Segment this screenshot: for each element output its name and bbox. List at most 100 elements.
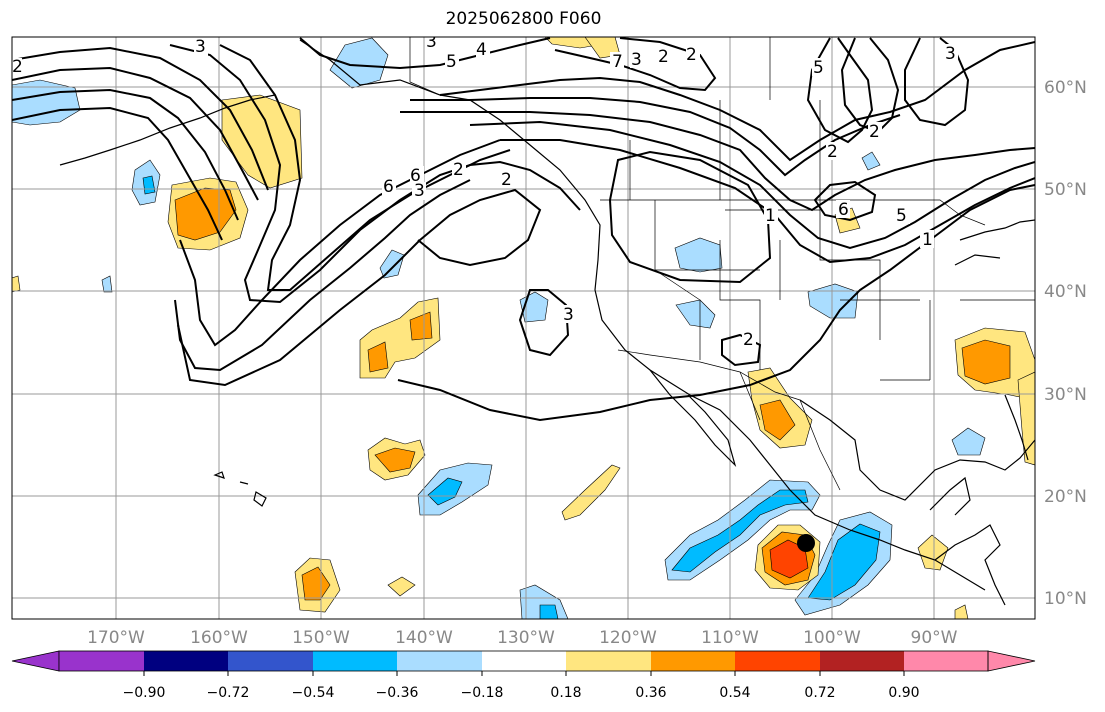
coastlines [59,39,1035,606]
lon-label: 110°W [701,628,759,648]
contour-label: 2 [12,57,23,77]
contour-label: 5 [813,58,824,78]
colorbar-segment [313,651,397,671]
shade-positive [917,534,949,571]
contour-line [12,46,269,191]
contour-label: 4 [476,40,487,60]
gulf-coast [799,399,1035,501]
shade-positive [961,339,1011,385]
lat-label: 60°N [1044,78,1087,98]
shade-positive [367,341,389,373]
colorbar-tick-label: −0.54 [292,685,335,701]
colorbar-segment [820,651,904,671]
colorbar-segment [904,651,988,671]
colorbar-tick-label: −0.72 [207,685,250,701]
contour-line [400,111,1035,212]
longitude-labels: 170°W 160°W 150°W 140°W 130°W 120°W 110°… [87,628,958,648]
shade-negative [329,37,389,89]
contour-label: 5 [896,206,907,226]
contour-line [608,150,772,284]
shade-positive [12,275,21,293]
florida [1004,394,1029,461]
lon-label: 160°W [190,628,248,648]
lon-label: 100°W [803,628,861,648]
shade-positive [1017,371,1035,466]
colorbar-tick-label: 0.54 [719,685,750,701]
contours [12,37,1035,422]
colorbar-tick-label: 0.72 [804,685,835,701]
colorbar-tick-label: 0.36 [635,685,666,701]
colorbar-segment [651,651,735,671]
figure-title: 2025062800 F060 [445,9,602,29]
lat-label: 50°N [1044,180,1087,200]
contour-label: 3 [414,181,425,201]
us-mexico-border [617,349,801,401]
colorbar-segment [144,651,228,671]
lon-label: 150°W [292,628,350,648]
contour-label: 2 [658,47,669,67]
contour-label: 2 [827,142,838,162]
contour-line [904,37,970,127]
colorbar-segment [397,651,482,671]
contour-line [500,139,1035,264]
contour-label: 1 [922,230,933,250]
colorbar-segment [59,651,144,671]
lon-label: 170°W [87,628,145,648]
contour-label: 2 [453,160,464,180]
map-frame [11,36,1036,620]
baja [649,369,737,468]
contour-line [439,41,1035,162]
colorbar: −0.90 −0.72 −0.54 −0.36 −0.18 0.18 0.36 … [11,650,1036,701]
shade-positive [374,447,416,473]
shade-positive [561,464,621,521]
shade-negative [539,604,559,619]
contour-label: 6 [838,200,849,220]
contour-label: 7 [612,52,623,72]
political-borders [409,37,1035,491]
shade-negative [861,151,881,171]
contour-line [12,106,223,241]
contour-line [179,139,501,347]
shade-negative [807,523,881,601]
contour-label: 2 [686,45,697,65]
shade-positive [769,539,809,579]
shade-positive [387,576,416,597]
contour-label: 1 [765,206,776,226]
lon-label: 120°W [599,628,657,648]
contour-label: 3 [563,305,574,325]
contour-label: 6 [410,166,421,186]
contour-label: 6 [383,177,394,197]
mexico-lines [739,371,841,491]
colorbar-tick-label: 0.18 [550,685,581,701]
contour-label: 2 [743,330,754,350]
contour-label: 5 [446,52,457,72]
colorbar-segment [735,651,820,671]
lon-label: 140°W [395,628,453,648]
colorbar-segment [228,651,313,671]
lon-label: 130°W [497,628,555,648]
contour-label: 2 [869,122,880,142]
central-america [934,524,1006,606]
lat-label: 40°N [1044,282,1087,302]
colorbar-tick-label: −0.36 [376,685,419,701]
contour-label-layer: 3 4 5 2 7 3 2 6 2 6 3 2 2 3 [12,37,958,350]
west-coast [299,39,986,591]
latitude-labels: 60°N 50°N 40°N 30°N 20°N 10°N [1044,78,1087,609]
contour-line [12,66,259,201]
shade-positive [544,37,599,49]
shade-positive [954,604,969,619]
lon-label: 90°W [911,628,958,648]
canada-lines [629,37,821,200]
storm-center-marker [797,534,815,552]
shade-positive [301,566,331,601]
colorbar-segment [482,651,566,671]
shade-negative [427,477,463,506]
contour-line [721,333,762,367]
shade-negative [951,427,986,456]
contour-label: 3 [195,37,206,57]
contour-line [219,44,511,291]
contour-line [177,188,542,387]
shade-positive [221,94,303,189]
shade-negative [807,283,859,319]
